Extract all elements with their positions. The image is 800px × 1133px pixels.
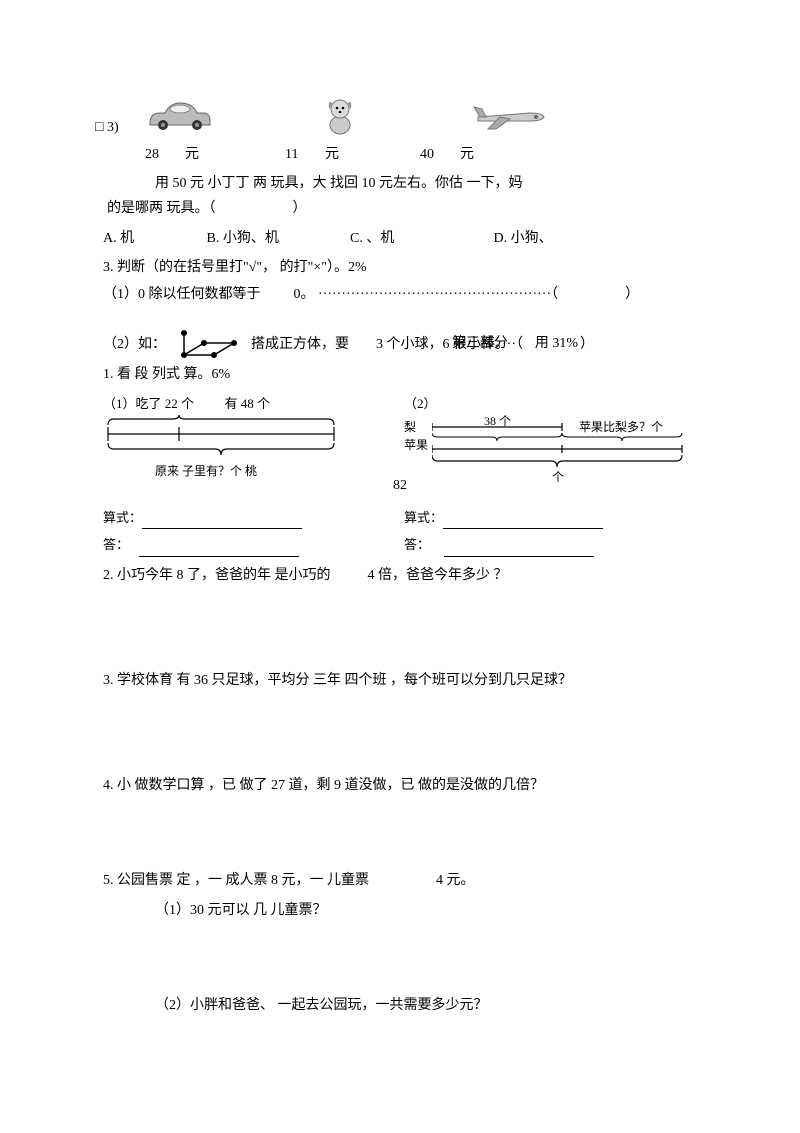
plane-unit: 元	[460, 142, 540, 167]
answer-label-2: 答：	[404, 537, 430, 552]
car-image	[135, 90, 225, 140]
options-row: A. 机 B. 小狗、机 C. 、机 D. 小狗、	[95, 226, 705, 251]
seg2-apple-label: 苹果	[404, 435, 428, 457]
items-row: □ 3)	[95, 90, 705, 140]
answer-blank-1[interactable]	[139, 543, 299, 557]
car-unit: 元	[185, 142, 285, 167]
seg-title: 1. 看 段 列式 算。6%	[95, 362, 705, 387]
seg-col-2: （2） 梨 38 个 苹果比梨多？个 苹果 个	[404, 392, 705, 487]
dog-image	[315, 90, 365, 140]
judge1-pre: （1）0 除以任何数都等于	[103, 287, 261, 302]
answer-2: 答：	[404, 533, 705, 556]
judge1-end: ）	[625, 287, 639, 302]
answer-label-1: 答：	[103, 537, 129, 552]
judge1-mid: 0。	[294, 287, 315, 302]
problem-3: 3. 学校体育 有 36 只足球，平均分 三年 四个班 ，每个班可以分到几只足球…	[95, 668, 705, 693]
p5b: 4 元。	[436, 873, 475, 888]
problem-5: 5. 公园售票 定 ，一 成人票 8 元，一 儿童票 4 元。	[95, 868, 705, 893]
answer-blank-2[interactable]	[444, 543, 594, 557]
formula-2: 算式：	[404, 506, 705, 529]
p2b: 4 倍，爸爸今年多少 ？	[368, 568, 508, 583]
dog-price: 11	[285, 142, 325, 167]
seg1-header: （1）吃了 22 个 有 48 个	[103, 392, 404, 415]
option-d: D. 小狗、	[494, 226, 553, 251]
shopping-q-line2b: ）	[293, 201, 307, 216]
judge2-pre: （2）如：	[103, 337, 166, 352]
formula-1: 算式：	[103, 506, 404, 529]
seg1-h1: （1）吃了 22 个	[103, 396, 194, 411]
ans-col-1: 算式： 答：	[103, 502, 404, 557]
ans-col-2: 算式： 答：	[404, 502, 705, 557]
plane-image	[465, 90, 555, 140]
formula-blank-2[interactable]	[443, 515, 603, 529]
cube-figure	[174, 325, 244, 365]
option-a: A. 机	[103, 226, 203, 251]
shopping-q-line2: 的是哪两 玩具。（	[107, 201, 216, 216]
shopping-q-line2-wrap: 的是哪两 玩具。（ ）	[95, 196, 705, 221]
part3-header: 第三部分	[452, 336, 508, 351]
q3-prefix: □ 3)	[95, 115, 135, 140]
problem-2: 2. 小巧今年 8 了，爸爸的年 是小巧的 4 倍，爸爸今年多少 ？	[95, 563, 705, 588]
seg-col-1: （1）吃了 22 个 有 48 个 原来 子里有？个 桃	[103, 392, 404, 487]
judge-1: （1）0 除以任何数都等于 0。 ·······················…	[95, 282, 705, 307]
formula-label-2: 算式：	[404, 510, 443, 525]
formula-label-1: 算式：	[103, 510, 142, 525]
answer-1: 答：	[103, 533, 404, 556]
formula-blank-1[interactable]	[142, 515, 302, 529]
seg1-diagram: 原来 子里有？个 桃	[103, 415, 404, 485]
seg2-bottom: 个	[552, 467, 564, 489]
seg-columns: （1）吃了 22 个 有 48 个 原来 子里有？个 桃 （2） 梨 38 个 …	[95, 392, 705, 487]
p2a: 2. 小巧今年 8 了，爸爸的年 是小巧的	[103, 568, 331, 583]
seg2-diagram: 梨 38 个 苹果比梨多？个 苹果 个	[404, 415, 705, 487]
plane-price: 40	[420, 142, 460, 167]
shopping-q-line1: 用 50 元 小丁丁 两 玩具，大 找回 10 元左右。你估 一下，妈	[95, 171, 705, 196]
answer-row: 算式： 答： 算式： 答：	[95, 502, 705, 557]
judge-title: 3. 判断（的在括号里打"√"， 的打"×"）。2%	[95, 255, 705, 280]
problem-5-2: （2）小胖和爸爸、 一起去公园玩，一共需要多少元？	[95, 993, 705, 1018]
seg1-h2: 有 48 个	[225, 396, 271, 411]
car-price: 28	[145, 142, 185, 167]
judge1-dots: ········································…	[318, 287, 558, 302]
option-c: C. 、机	[350, 226, 490, 251]
problem-5-1: （1）30 元可以 几 儿童票？	[95, 898, 705, 923]
part3-pct: 用 31%	[535, 336, 578, 351]
judge2-end: ）	[580, 337, 594, 352]
price-row: 28 元 11 元 40 元	[95, 142, 705, 167]
dog-unit: 元	[325, 142, 420, 167]
p5a: 5. 公园售票 定 ，一 成人票 8 元，一 儿童票	[103, 873, 369, 888]
problem-4: 4. 小 做数学口算 ，已 做了 27 道，剩 9 道没做，已 做的是没做的几倍…	[95, 773, 705, 798]
judge2-txt: 搭成正方体，要	[251, 337, 349, 352]
seg1-caption: 原来 子里有？个 桃	[155, 461, 257, 483]
option-b: B. 小狗、机	[207, 226, 347, 251]
seg2-header: （2）	[404, 392, 705, 415]
